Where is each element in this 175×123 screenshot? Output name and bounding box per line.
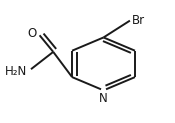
Text: H₂N: H₂N [5, 65, 27, 78]
Text: N: N [99, 92, 108, 105]
Text: Br: Br [132, 14, 145, 27]
Text: O: O [27, 27, 37, 40]
